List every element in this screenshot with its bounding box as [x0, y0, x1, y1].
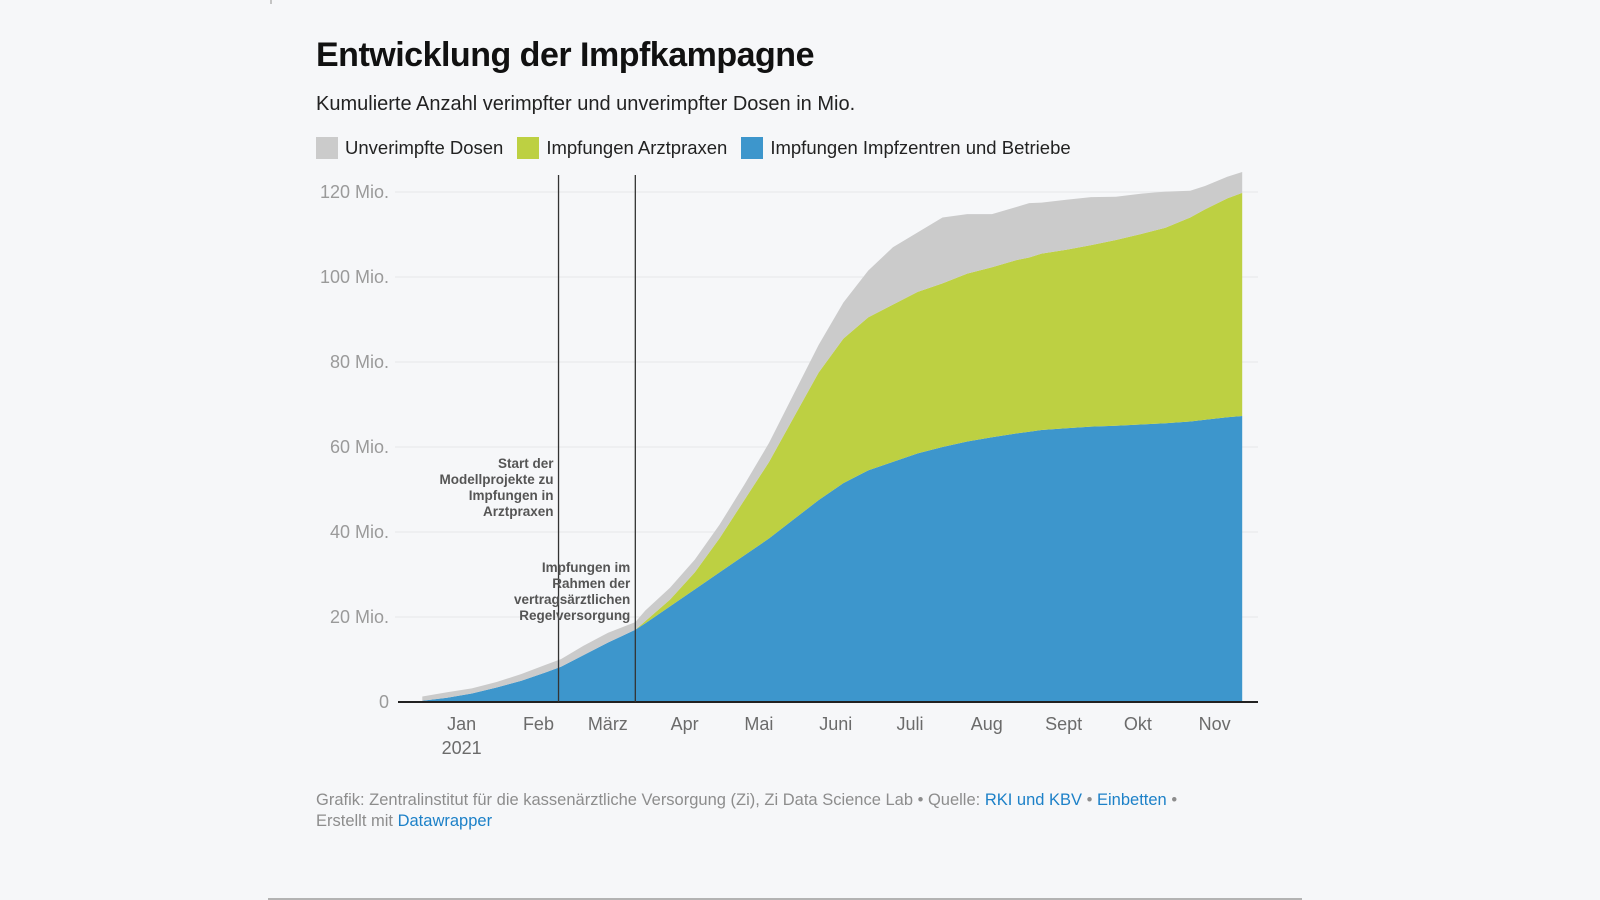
- y-tick-label: 40 Mio.: [330, 522, 389, 542]
- annotation-text: Modellprojekte zu: [440, 472, 554, 487]
- legend-swatch-impfzentren: [741, 137, 764, 159]
- footer-separator: •: [1082, 791, 1098, 809]
- annotation-text: Arztpraxen: [483, 504, 554, 519]
- chart-title: Entwicklung der Impfkampagne: [316, 36, 814, 74]
- annotation-text: Impfungen in: [469, 488, 554, 503]
- area-impfungen-impfzentren-und-betriebe: [422, 416, 1243, 702]
- x-tick-label: Nov: [1199, 714, 1231, 734]
- source-link[interactable]: RKI und KBV: [984, 791, 1083, 809]
- x-tick-label: Juli: [897, 714, 924, 734]
- y-tick-label: 20 Mio.: [330, 607, 389, 627]
- legend-label-arztpraxen: Impfungen Arztpraxen: [546, 137, 728, 158]
- x-tick-label: März: [588, 714, 628, 734]
- top-tick-mark: [270, 0, 272, 4]
- footer-created-with: Erstellt mit: [316, 812, 398, 830]
- legend-swatch-arztpraxen: [517, 137, 540, 159]
- annotation-text: vertragsärztlichen: [514, 592, 630, 607]
- legend-swatch-unverimpft: [316, 137, 338, 159]
- y-tick-label: 80 Mio.: [330, 352, 389, 372]
- y-tick-label: 60 Mio.: [330, 437, 389, 457]
- x-tick-label: Jan: [447, 714, 476, 734]
- x-tick-label: Aug: [971, 714, 1003, 734]
- legend: Unverimpfte Dosen Impfungen Arztpraxen I…: [316, 137, 1085, 159]
- x-tick-label: Sept: [1045, 714, 1082, 734]
- annotation-text: Start der: [498, 456, 554, 471]
- x-tick-label: Okt: [1124, 714, 1152, 734]
- footer-credit: Grafik: Zentralinstitut für die kassenär…: [316, 791, 985, 809]
- area-unverimpfte-dosen: [422, 172, 1243, 701]
- y-tick-label: 120 Mio.: [320, 182, 389, 202]
- bottom-divider: [268, 898, 1302, 900]
- footer-separator: •: [1166, 791, 1178, 809]
- legend-item-arztpraxen: Impfungen Arztpraxen: [517, 137, 727, 159]
- embed-link[interactable]: Einbetten: [1097, 791, 1167, 809]
- annotation-text: Impfungen im: [542, 560, 631, 575]
- x-tick-sublabel: 2021: [442, 738, 482, 758]
- chart-footer: Grafik: Zentralinstitut für die kassenär…: [316, 790, 1236, 832]
- legend-item-impfzentren: Impfungen Impfzentren und Betriebe: [741, 137, 1071, 159]
- legend-label-impfzentren: Impfungen Impfzentren und Betriebe: [770, 137, 1071, 158]
- x-tick-label: Feb: [523, 714, 554, 734]
- y-tick-label: 100 Mio.: [320, 267, 389, 287]
- area-impfungen-arztpraxen: [422, 192, 1243, 701]
- x-tick-label: Juni: [819, 714, 852, 734]
- x-tick-label: Mai: [744, 714, 773, 734]
- annotation-text: Regelversorgung: [519, 608, 630, 623]
- y-tick-label: 0: [379, 692, 389, 712]
- legend-item-unverimpft: Unverimpfte Dosen: [316, 137, 503, 159]
- chart-subtitle: Kumulierte Anzahl verimpfter und unverim…: [316, 93, 856, 115]
- legend-label-unverimpft: Unverimpfte Dosen: [345, 137, 504, 158]
- x-tick-label: Apr: [671, 714, 699, 734]
- annotation-text: Rahmen der: [552, 576, 631, 591]
- datawrapper-link[interactable]: Datawrapper: [397, 812, 493, 830]
